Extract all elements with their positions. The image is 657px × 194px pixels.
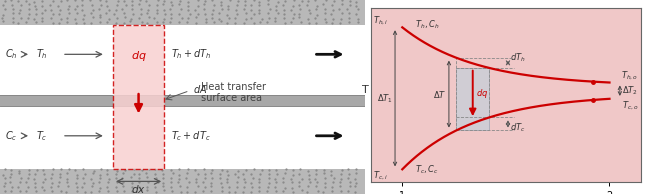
Text: $T_c$: $T_c$ [37, 129, 48, 143]
Text: $dx$: $dx$ [131, 183, 146, 194]
Bar [0, 0, 365, 25]
Text: $T_h, C_h$: $T_h, C_h$ [415, 18, 440, 31]
Bar [0, 95, 365, 106]
Text: surface area: surface area [200, 93, 261, 103]
Text: $dT_h$: $dT_h$ [510, 52, 526, 64]
Y-axis label: T: T [362, 85, 369, 95]
Text: $C_c$: $C_c$ [5, 129, 18, 143]
Text: $dA$: $dA$ [193, 83, 208, 95]
Text: $T_c + dT_c$: $T_c + dT_c$ [171, 129, 211, 143]
Text: $\Delta T$: $\Delta T$ [434, 89, 447, 100]
Text: $T_{h,o}$: $T_{h,o}$ [622, 69, 639, 82]
Text: Heat transfer: Heat transfer [200, 82, 265, 92]
Text: $dq$: $dq$ [476, 87, 488, 100]
Text: $T_{c,i}$: $T_{c,i}$ [373, 170, 388, 182]
Text: $T_h + dT_h$: $T_h + dT_h$ [171, 47, 212, 61]
Text: $\Delta T_1$: $\Delta T_1$ [377, 92, 393, 105]
Bar [0, 169, 365, 194]
Bar [456, 68, 489, 131]
Text: $dT_c$: $dT_c$ [510, 122, 526, 134]
Text: $T_h$: $T_h$ [37, 47, 48, 61]
Bar [113, 25, 164, 169]
Text: $\Delta T_2$: $\Delta T_2$ [622, 84, 638, 97]
Text: $C_h$: $C_h$ [5, 47, 18, 61]
Text: $T_c, C_c$: $T_c, C_c$ [415, 164, 439, 176]
Text: $dq$: $dq$ [131, 49, 147, 63]
Text: $T_{h,i}$: $T_{h,i}$ [373, 14, 389, 27]
Text: $T_{c,o}$: $T_{c,o}$ [622, 100, 639, 112]
